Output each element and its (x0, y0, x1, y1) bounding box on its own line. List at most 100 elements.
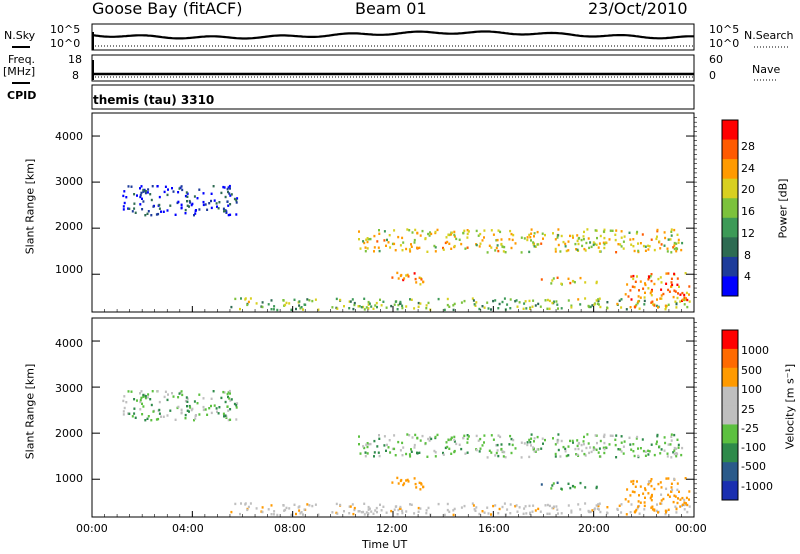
velocity-cell-2 (656, 440, 658, 443)
power-cell-0 (177, 200, 180, 204)
velocity-cell-4 (571, 484, 574, 488)
velocity-cell-1 (290, 513, 293, 516)
power-cell-5 (671, 283, 674, 287)
velocity-cell-1 (453, 507, 456, 511)
velocity-cell-2 (492, 438, 495, 441)
nsearch-tick-bottom: 10^0 (709, 37, 740, 50)
velocity-cell-2 (509, 434, 512, 438)
power-cell-1 (514, 300, 517, 303)
velocity-cell-2 (619, 448, 622, 451)
power-cell-2 (536, 243, 539, 246)
velocity-cell-2 (405, 452, 408, 456)
velocity-cell-2 (595, 448, 598, 451)
power-cell-5 (650, 294, 653, 297)
power-cell-2 (526, 236, 529, 239)
power-cell-2 (636, 230, 639, 234)
power-cell-2 (447, 233, 450, 237)
velocity-cell-5 (649, 496, 652, 500)
power-cell-2 (496, 238, 499, 242)
cpid-label: CPID (7, 89, 37, 102)
velocity-cell-0 (215, 407, 218, 410)
velocity-cell-2 (511, 443, 514, 447)
velocity-cell-2 (411, 436, 414, 439)
power-cell-1 (675, 306, 678, 309)
power-cb-8: 8 (744, 249, 751, 262)
velocity-cell-2 (603, 441, 606, 445)
power-cell-1 (306, 298, 309, 301)
velocity-cell-1 (570, 511, 573, 514)
power-cell-5 (659, 276, 662, 279)
velocity-cell-0 (128, 412, 131, 415)
velocity-cell-1 (385, 511, 388, 514)
power-cell-5 (665, 272, 668, 275)
velocity-cell-2 (478, 450, 481, 453)
velocity-cell-2 (466, 437, 469, 441)
velocity-cell-3 (414, 482, 417, 486)
velocity-cell-2 (608, 443, 611, 446)
velocity-cell-1 (300, 511, 303, 514)
velocity-cell-2 (588, 451, 591, 455)
velocity-cell-1 (261, 506, 264, 509)
velocity-cell-2 (544, 438, 546, 442)
velocity-cell-2 (464, 452, 467, 455)
power-cell-0 (204, 203, 207, 206)
power-cell-1 (249, 297, 252, 300)
power-cell-0 (181, 188, 184, 192)
velocity-cell-2 (364, 455, 367, 458)
velocity-cell-1 (367, 512, 370, 515)
power-cell-2 (614, 233, 617, 236)
power-cell-2 (363, 241, 366, 245)
power-cell-3 (391, 276, 394, 279)
power-cell-2 (458, 238, 461, 241)
power-cell-1 (656, 298, 658, 301)
velocity-cell-1 (599, 510, 602, 514)
velocity-cell-0 (235, 406, 238, 409)
velocity-cell-1 (553, 505, 555, 508)
velocity-cell-2 (358, 443, 360, 446)
velocity-cell-1 (288, 507, 291, 510)
velocity-cell-2 (401, 441, 404, 445)
velocity-cell-1 (528, 504, 531, 508)
velocity-colorbar-segment (722, 330, 738, 350)
power-cell-1 (234, 297, 237, 301)
velocity-cell-2 (463, 434, 466, 437)
velocity-cell-5 (650, 478, 653, 481)
velocity-cell-5 (644, 488, 647, 492)
power-colorbar-segment (722, 256, 738, 277)
power-cell-2 (530, 228, 533, 231)
velocity-cell-0 (193, 419, 195, 422)
power-cell-2 (450, 231, 453, 234)
power-cell-2 (559, 250, 562, 253)
velocity-cell-1 (427, 506, 430, 510)
power-cell-1 (399, 300, 402, 304)
velocity-cell-2 (486, 456, 489, 459)
velocity-cell-2 (670, 433, 673, 436)
velocity-cell-2 (533, 450, 536, 453)
velocity-cell-2 (592, 446, 595, 449)
velocity-cell-0 (227, 418, 230, 422)
power-cell-1 (518, 301, 521, 304)
power-cell-2 (577, 242, 580, 246)
power-cell-2 (630, 243, 633, 246)
power-cell-2 (386, 238, 388, 242)
velocity-cell-1 (348, 505, 351, 508)
power-cell-1 (597, 303, 600, 306)
velocity-cell-5 (624, 498, 627, 501)
power-cell-2 (479, 242, 482, 245)
power-cell-1 (348, 307, 351, 310)
power-cell-1 (567, 299, 570, 302)
power-cell-2 (530, 232, 533, 235)
velocity-cell-1 (374, 509, 377, 512)
power-cell-2 (410, 243, 412, 246)
power-cell-2 (622, 240, 625, 243)
velocity-cell-5 (650, 506, 653, 509)
velocity-cell-1 (357, 510, 360, 513)
velocity-cell-2 (483, 434, 486, 437)
velocity-cell-0 (122, 413, 125, 416)
power-cell-2 (401, 236, 404, 240)
velocity-cell-4 (584, 486, 587, 489)
velocity-cell-1 (448, 510, 451, 513)
power-cell-2 (632, 238, 635, 241)
power-cell-0 (139, 203, 142, 206)
power-cell-5 (627, 295, 630, 298)
